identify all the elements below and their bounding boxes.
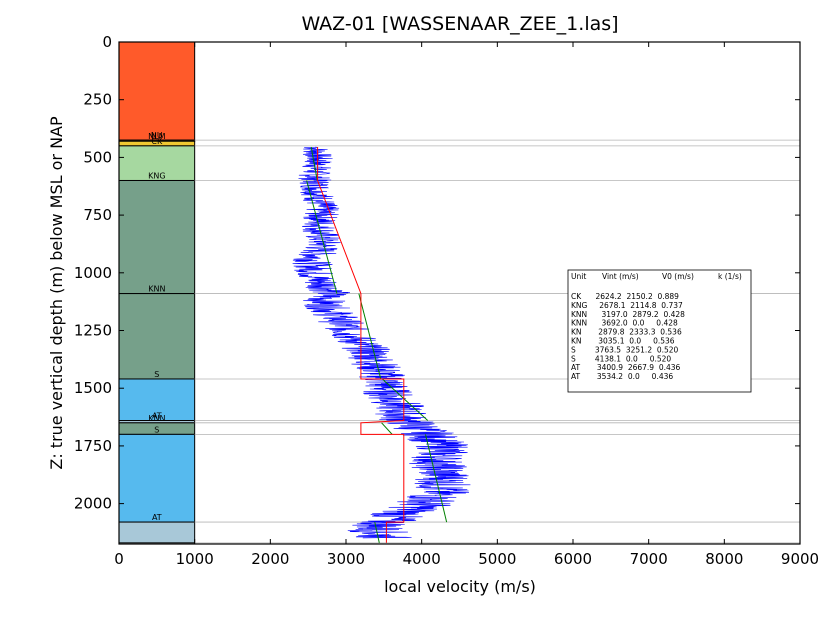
y-tick-label-1750: 1750 <box>74 437 112 455</box>
unit-block-10 <box>118 521 196 544</box>
unit-table: Unit Vint (m/s) V0 (m/s) k (1/s) CK 2624… <box>567 269 752 393</box>
trend-segment-1 <box>306 180 338 294</box>
unit-label-8: KNN <box>148 414 165 423</box>
table-row: KNN 3692.0 0.0 0.428 <box>571 319 678 328</box>
table-header-vint: Vint (m/s) <box>602 272 639 281</box>
table-row: KN 2879.8 2333.3 0.536 <box>571 328 682 337</box>
table-header-unit: Unit <box>571 272 586 281</box>
unit-block-0 <box>118 41 196 141</box>
unit-label-2: NLM <box>148 132 165 141</box>
x-tick-label-8000: 8000 <box>705 550 743 568</box>
chart-title: WAZ-01 [WASSENAAR_ZEE_1.las] <box>301 13 618 35</box>
y-tick-label-750: 750 <box>83 206 112 224</box>
y-tick-label-250: 250 <box>83 91 112 109</box>
table-row: S 3763.5 3251.2 0.520 <box>571 345 679 354</box>
unit-label-3: CK <box>151 137 163 146</box>
series-layer <box>292 146 471 543</box>
unit-block-4 <box>118 179 196 295</box>
table-row: S 4138.1 0.0 0.520 <box>571 354 671 363</box>
trend-segment-2 <box>358 293 382 380</box>
y-tick-label-2000: 2000 <box>74 495 112 513</box>
table-row: KN 3035.1 0.0 0.536 <box>571 337 675 346</box>
table-row: KNG 2678.1 2114.8 0.737 <box>571 301 683 310</box>
trend-segment-6 <box>374 521 380 543</box>
y-axis-label: Z: true vertical depth (m) below MSL or … <box>47 116 66 470</box>
y-tick-label-1500: 1500 <box>74 379 112 397</box>
x-tick-label-7000: 7000 <box>630 550 668 568</box>
interval-velocity-step <box>317 147 405 543</box>
table-row: KNN 3197.0 2879.2 0.428 <box>571 310 685 319</box>
x-tick-label-9000: 9000 <box>781 550 819 568</box>
y-tick-label-500: 500 <box>83 148 112 166</box>
unit-label-4: KNG <box>148 171 165 180</box>
table-row: CK 2624.2 2150.2 0.889 <box>571 292 679 301</box>
unit-label-5: KNN <box>148 285 165 294</box>
table-row: AT 3400.9 2667.9 0.436 <box>571 363 681 372</box>
unit-label-10: AT <box>152 513 162 522</box>
plot-frame <box>118 41 801 545</box>
unit-block-5 <box>118 293 196 380</box>
x-tick-label-1000: 1000 <box>176 550 214 568</box>
y-tick-label-0: 0 <box>102 33 112 51</box>
unit-label-7: AT <box>152 412 162 421</box>
unit-label-9: S <box>154 425 159 434</box>
table-header-k: k (1/s) <box>718 272 742 281</box>
unit-label-6: S <box>154 370 159 379</box>
unit-label-1: NU <box>151 131 163 140</box>
velocity-log-trace <box>292 146 471 539</box>
x-tick-label-5000: 5000 <box>478 550 516 568</box>
y-tick-label-1250: 1250 <box>74 322 112 340</box>
trend-segment-0 <box>310 146 318 181</box>
trend-segment-3 <box>381 378 429 421</box>
x-tick-label-2000: 2000 <box>251 550 289 568</box>
x-tick-label-6000: 6000 <box>554 550 592 568</box>
table-header-v0: V0 (m/s) <box>662 272 694 281</box>
x-tick-label-4000: 4000 <box>403 550 441 568</box>
x-tick-label-3000: 3000 <box>327 550 365 568</box>
trend-segment-5 <box>424 434 448 523</box>
x-tick-label-0: 0 <box>114 550 124 568</box>
trend-segment-4 <box>381 422 393 435</box>
unit-block-9 <box>118 433 196 523</box>
x-axis-label: local velocity (m/s) <box>384 577 536 596</box>
table-frame <box>567 269 752 393</box>
y-tick-label-1000: 1000 <box>74 264 112 282</box>
table-row: AT 3534.2 0.0 0.436 <box>571 372 673 381</box>
unit-block-3 <box>118 145 196 181</box>
axis-ticks: 0 1000 2000 3000 4000 5000 6000 7000 8000 9000 0 25… <box>74 33 819 568</box>
